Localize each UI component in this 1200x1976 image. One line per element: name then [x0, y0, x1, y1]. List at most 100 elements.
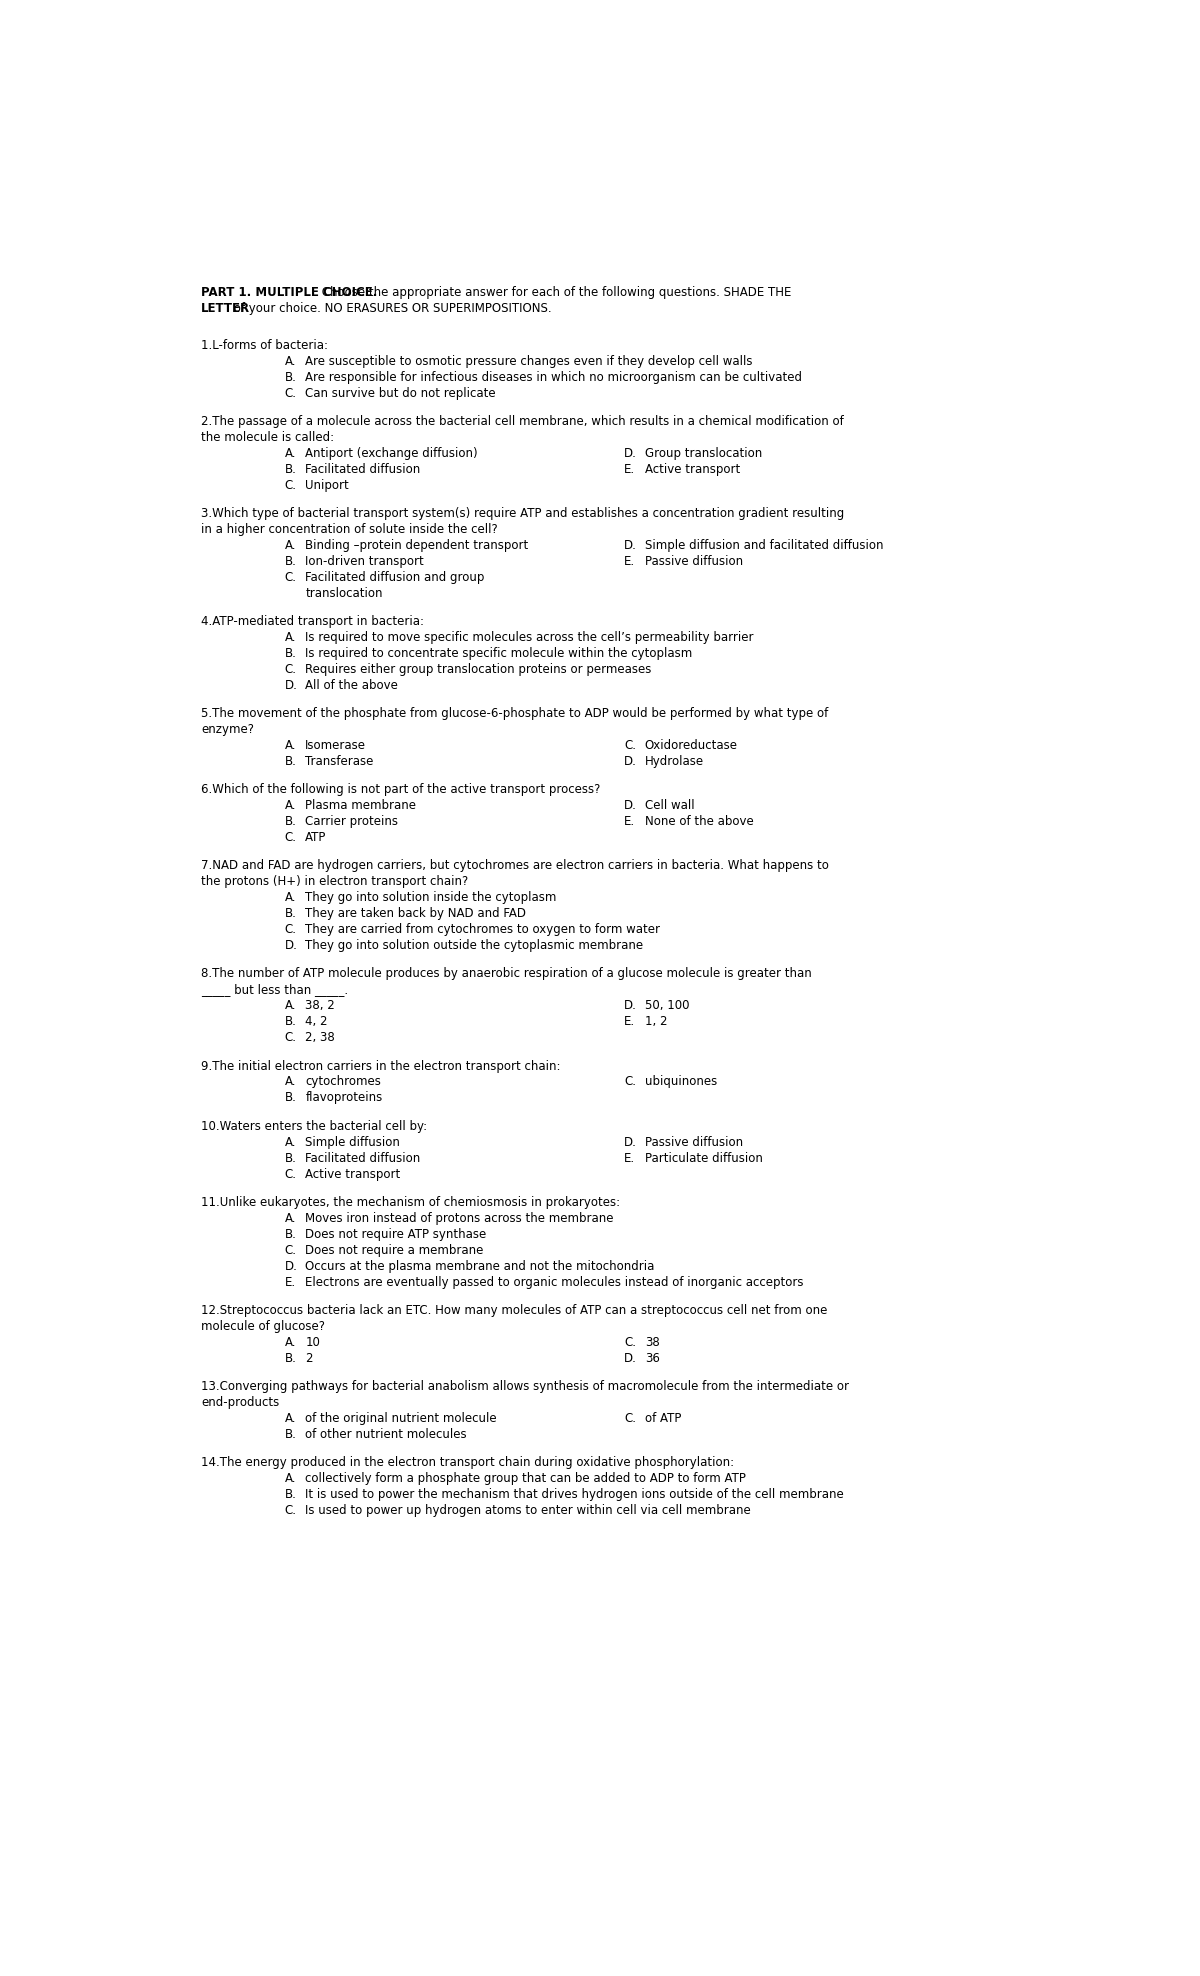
Text: 10.Waters enters the bacterial cell by:: 10.Waters enters the bacterial cell by:: [202, 1120, 427, 1132]
Text: Group translocation: Group translocation: [644, 447, 762, 460]
Text: 36: 36: [644, 1352, 660, 1365]
Text: Simple diffusion and facilitated diffusion: Simple diffusion and facilitated diffusi…: [644, 539, 883, 551]
Text: A.: A.: [284, 1000, 296, 1012]
Text: Carrier proteins: Carrier proteins: [305, 816, 398, 828]
Text: They go into solution inside the cytoplasm: They go into solution inside the cytopla…: [305, 891, 557, 905]
Text: E.: E.: [624, 1152, 636, 1164]
Text: of ATP: of ATP: [644, 1411, 682, 1425]
Text: LETTER: LETTER: [202, 302, 251, 314]
Text: B.: B.: [284, 907, 296, 921]
Text: Requires either group translocation proteins or permeases: Requires either group translocation prot…: [305, 664, 652, 676]
Text: B.: B.: [284, 1016, 296, 1028]
Text: C.: C.: [284, 1243, 296, 1257]
Text: translocation: translocation: [305, 587, 383, 601]
Text: B.: B.: [284, 1152, 296, 1164]
Text: Does not require a membrane: Does not require a membrane: [305, 1243, 484, 1257]
Text: C.: C.: [624, 1336, 636, 1350]
Text: B.: B.: [284, 1488, 296, 1502]
Text: Facilitated diffusion: Facilitated diffusion: [305, 462, 420, 476]
Text: Active transport: Active transport: [305, 1168, 401, 1180]
Text: C.: C.: [624, 739, 636, 753]
Text: of the original nutrient molecule: of the original nutrient molecule: [305, 1411, 497, 1425]
Text: D.: D.: [624, 755, 637, 769]
Text: Passive diffusion: Passive diffusion: [644, 1136, 743, 1148]
Text: 2, 38: 2, 38: [305, 1031, 335, 1045]
Text: B.: B.: [284, 462, 296, 476]
Text: C.: C.: [284, 1168, 296, 1180]
Text: Can survive but do not replicate: Can survive but do not replicate: [305, 387, 496, 399]
Text: E.: E.: [624, 462, 636, 476]
Text: Are susceptible to osmotic pressure changes even if they develop cell walls: Are susceptible to osmotic pressure chan…: [305, 356, 752, 368]
Text: Are responsible for infectious diseases in which no microorganism can be cultiva: Are responsible for infectious diseases …: [305, 371, 803, 383]
Text: end-products: end-products: [202, 1395, 280, 1409]
Text: D.: D.: [624, 1136, 637, 1148]
Text: D.: D.: [624, 447, 637, 460]
Text: 3.Which type of bacterial transport system(s) require ATP and establishes a conc: 3.Which type of bacterial transport syst…: [202, 508, 845, 520]
Text: the molecule is called:: the molecule is called:: [202, 431, 335, 445]
Text: A.: A.: [284, 800, 296, 812]
Text: Facilitated diffusion: Facilitated diffusion: [305, 1152, 420, 1164]
Text: 9.The initial electron carriers in the electron transport chain:: 9.The initial electron carriers in the e…: [202, 1059, 560, 1073]
Text: A.: A.: [284, 1075, 296, 1089]
Text: of your choice. NO ERASURES OR SUPERIMPOSITIONS.: of your choice. NO ERASURES OR SUPERIMPO…: [230, 302, 552, 314]
Text: 4.ATP-mediated transport in bacteria:: 4.ATP-mediated transport in bacteria:: [202, 615, 424, 628]
Text: Hydrolase: Hydrolase: [644, 755, 704, 769]
Text: 1, 2: 1, 2: [644, 1016, 667, 1028]
Text: They go into solution outside the cytoplasmic membrane: They go into solution outside the cytopl…: [305, 939, 643, 952]
Text: C.: C.: [284, 923, 296, 937]
Text: 2: 2: [305, 1352, 313, 1365]
Text: A.: A.: [284, 1136, 296, 1148]
Text: in a higher concentration of solute inside the cell?: in a higher concentration of solute insi…: [202, 524, 498, 535]
Text: A.: A.: [284, 447, 296, 460]
Text: A.: A.: [284, 1411, 296, 1425]
Text: 8.The number of ATP molecule produces by anaerobic respiration of a glucose mole: 8.The number of ATP molecule produces by…: [202, 968, 812, 980]
Text: enzyme?: enzyme?: [202, 723, 254, 737]
Text: All of the above: All of the above: [305, 680, 398, 692]
Text: B.: B.: [284, 816, 296, 828]
Text: Antiport (exchange diffusion): Antiport (exchange diffusion): [305, 447, 478, 460]
Text: C.: C.: [284, 387, 296, 399]
Text: Moves iron instead of protons across the membrane: Moves iron instead of protons across the…: [305, 1211, 614, 1225]
Text: D.: D.: [624, 539, 637, 551]
Text: None of the above: None of the above: [644, 816, 754, 828]
Text: molecule of glucose?: molecule of glucose?: [202, 1320, 325, 1332]
Text: D.: D.: [624, 1000, 637, 1012]
Text: 38: 38: [644, 1336, 660, 1350]
Text: Ion-driven transport: Ion-driven transport: [305, 555, 424, 569]
Text: Is required to move specific molecules across the cell’s permeability barrier: Is required to move specific molecules a…: [305, 630, 754, 644]
Text: 7.NAD and FAD are hydrogen carriers, but cytochromes are electron carriers in ba: 7.NAD and FAD are hydrogen carriers, but…: [202, 860, 829, 873]
Text: Choose the appropriate answer for each of the following questions. SHADE THE: Choose the appropriate answer for each o…: [318, 287, 792, 298]
Text: Occurs at the plasma membrane and not the mitochondria: Occurs at the plasma membrane and not th…: [305, 1259, 655, 1273]
Text: B.: B.: [284, 755, 296, 769]
Text: C.: C.: [284, 664, 296, 676]
Text: Isomerase: Isomerase: [305, 739, 366, 753]
Text: PART 1. MULTIPLE CHOICE.: PART 1. MULTIPLE CHOICE.: [202, 287, 378, 298]
Text: A.: A.: [284, 1211, 296, 1225]
Text: They are carried from cytochromes to oxygen to form water: They are carried from cytochromes to oxy…: [305, 923, 660, 937]
Text: 13.Converging pathways for bacterial anabolism allows synthesis of macromolecule: 13.Converging pathways for bacterial ana…: [202, 1379, 850, 1393]
Text: B.: B.: [284, 371, 296, 383]
Text: Is used to power up hydrogen atoms to enter within cell via cell membrane: Is used to power up hydrogen atoms to en…: [305, 1504, 751, 1518]
Text: D.: D.: [284, 939, 298, 952]
Text: collectively form a phosphate group that can be added to ADP to form ATP: collectively form a phosphate group that…: [305, 1472, 746, 1484]
Text: D.: D.: [624, 1352, 637, 1365]
Text: Oxidoreductase: Oxidoreductase: [644, 739, 738, 753]
Text: A.: A.: [284, 739, 296, 753]
Text: Binding –protein dependent transport: Binding –protein dependent transport: [305, 539, 528, 551]
Text: C.: C.: [284, 478, 296, 492]
Text: A.: A.: [284, 630, 296, 644]
Text: C.: C.: [624, 1075, 636, 1089]
Text: They are taken back by NAD and FAD: They are taken back by NAD and FAD: [305, 907, 527, 921]
Text: of other nutrient molecules: of other nutrient molecules: [305, 1429, 467, 1441]
Text: Active transport: Active transport: [644, 462, 740, 476]
Text: Transferase: Transferase: [305, 755, 373, 769]
Text: A.: A.: [284, 1472, 296, 1484]
Text: 6.Which of the following is not part of the active transport process?: 6.Which of the following is not part of …: [202, 782, 600, 796]
Text: 1.L-forms of bacteria:: 1.L-forms of bacteria:: [202, 340, 328, 352]
Text: C.: C.: [284, 832, 296, 844]
Text: 14.The energy produced in the electron transport chain during oxidative phosphor: 14.The energy produced in the electron t…: [202, 1456, 734, 1468]
Text: 10: 10: [305, 1336, 320, 1350]
Text: ATP: ATP: [305, 832, 326, 844]
Text: Uniport: Uniport: [305, 478, 349, 492]
Text: Facilitated diffusion and group: Facilitated diffusion and group: [305, 571, 485, 585]
